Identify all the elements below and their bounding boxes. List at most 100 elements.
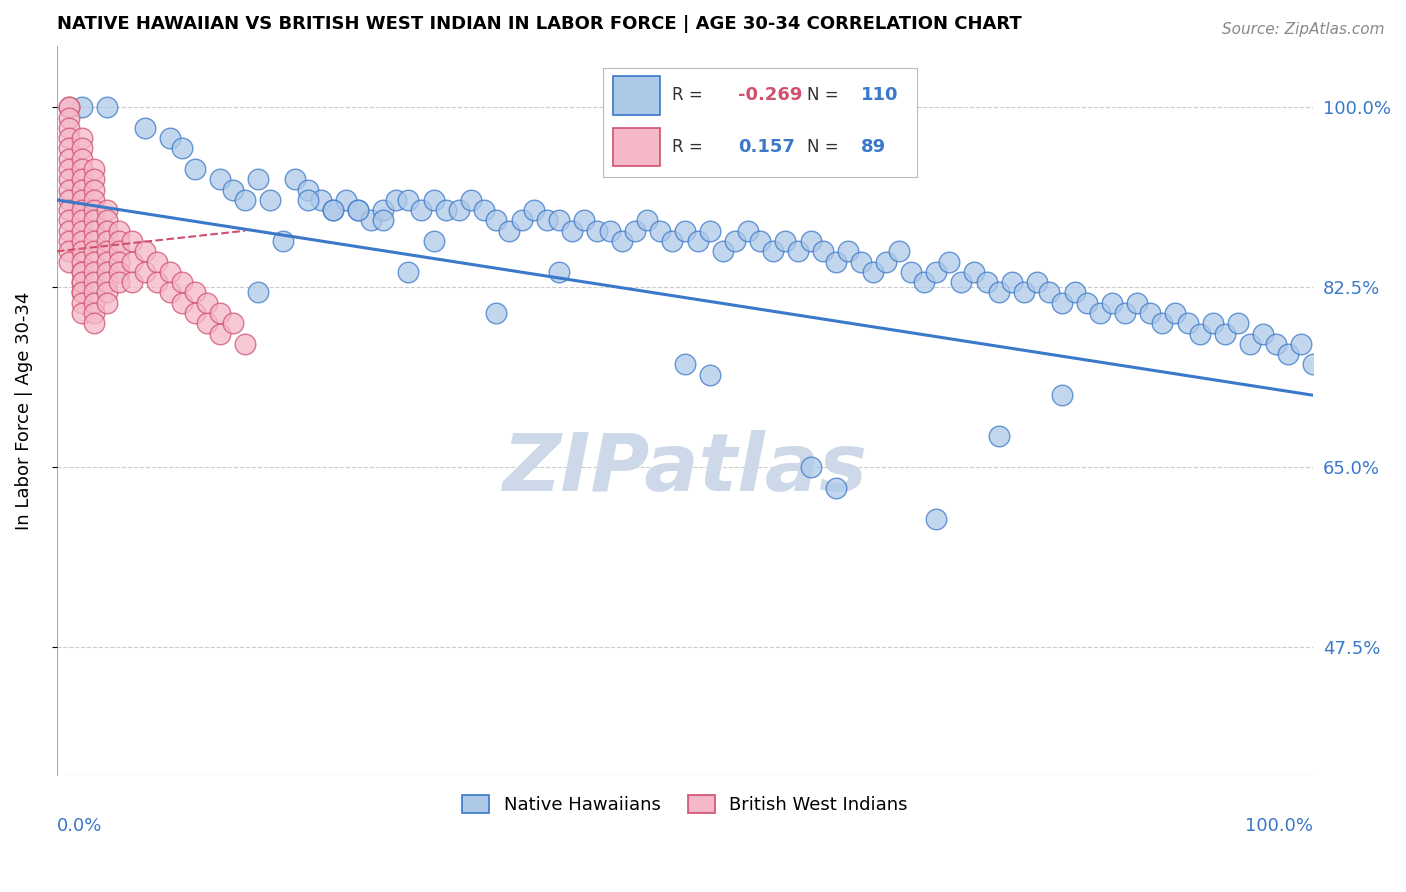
Point (96, 275, 118, 289)
Point (548, 265, 571, 279)
Point (925, 265, 948, 279)
Point (623, 224, 645, 238)
Point (58, 183, 80, 197)
Point (561, 224, 583, 238)
Point (108, 224, 131, 238)
Point (96, 295, 118, 310)
Point (159, 131, 181, 145)
Point (83, 254, 105, 268)
Point (70, 203, 93, 218)
Point (70, 285, 93, 300)
Point (434, 203, 457, 218)
Point (1239, 336, 1261, 351)
Point (1050, 295, 1073, 310)
Point (787, 244, 810, 259)
Point (673, 224, 696, 238)
Point (58, 162, 80, 177)
Point (409, 203, 432, 218)
Point (108, 244, 131, 259)
Point (70, 131, 93, 145)
Point (83, 203, 105, 218)
Point (347, 203, 370, 218)
Point (322, 203, 344, 218)
Point (510, 213, 533, 227)
Point (58, 172, 80, 186)
Point (1189, 326, 1212, 341)
Point (83, 244, 105, 259)
Point (950, 275, 973, 289)
Point (96, 244, 118, 259)
Point (83, 285, 105, 300)
Text: 0.0%: 0.0% (56, 817, 103, 835)
Point (297, 193, 319, 207)
Point (197, 295, 219, 310)
Point (96, 203, 118, 218)
Point (83, 316, 105, 330)
Point (1050, 388, 1073, 402)
Point (900, 265, 922, 279)
Point (233, 193, 256, 207)
Point (70, 152, 93, 166)
Point (83, 183, 105, 197)
Point (83, 275, 105, 289)
Point (460, 193, 482, 207)
Point (70, 265, 93, 279)
Point (849, 254, 872, 268)
Point (699, 224, 721, 238)
Point (96, 224, 118, 238)
Point (586, 224, 609, 238)
Point (70, 306, 93, 320)
Point (988, 285, 1011, 300)
Point (1277, 347, 1299, 361)
Point (146, 254, 169, 268)
Point (58, 100, 80, 114)
Point (1012, 285, 1035, 300)
Point (373, 213, 395, 227)
Point (1302, 358, 1324, 372)
Point (673, 358, 696, 372)
Point (335, 193, 357, 207)
Point (711, 244, 734, 259)
Point (422, 193, 444, 207)
Point (70, 244, 93, 259)
Point (83, 224, 105, 238)
Point (70, 265, 93, 279)
Point (636, 213, 658, 227)
Point (208, 306, 231, 320)
Point (398, 265, 420, 279)
Point (988, 429, 1011, 443)
Point (422, 234, 444, 248)
Point (70, 234, 93, 248)
Point (58, 224, 80, 238)
Point (610, 234, 633, 248)
Point (134, 244, 156, 259)
Point (1152, 316, 1174, 330)
Point (309, 193, 332, 207)
Point (108, 265, 131, 279)
Point (1202, 316, 1225, 330)
Point (811, 244, 834, 259)
Point (1101, 295, 1123, 310)
Point (83, 172, 105, 186)
Point (800, 460, 823, 475)
Point (184, 285, 207, 300)
Point (96, 213, 118, 227)
Point (1025, 275, 1047, 289)
Y-axis label: In Labor Force | Age 30-34: In Labor Force | Age 30-34 (15, 292, 32, 530)
Point (58, 111, 80, 125)
Point (963, 265, 986, 279)
Legend: Native Hawaiians, British West Indians: Native Hawaiians, British West Indians (456, 788, 915, 822)
Point (134, 265, 156, 279)
Point (58, 193, 80, 207)
Point (498, 224, 520, 238)
Point (58, 234, 80, 248)
Point (96, 234, 118, 248)
Point (70, 254, 93, 268)
Point (70, 162, 93, 177)
Point (599, 224, 621, 238)
Point (70, 141, 93, 155)
Point (824, 254, 846, 268)
Point (208, 326, 231, 341)
Point (83, 265, 105, 279)
Point (373, 203, 395, 218)
